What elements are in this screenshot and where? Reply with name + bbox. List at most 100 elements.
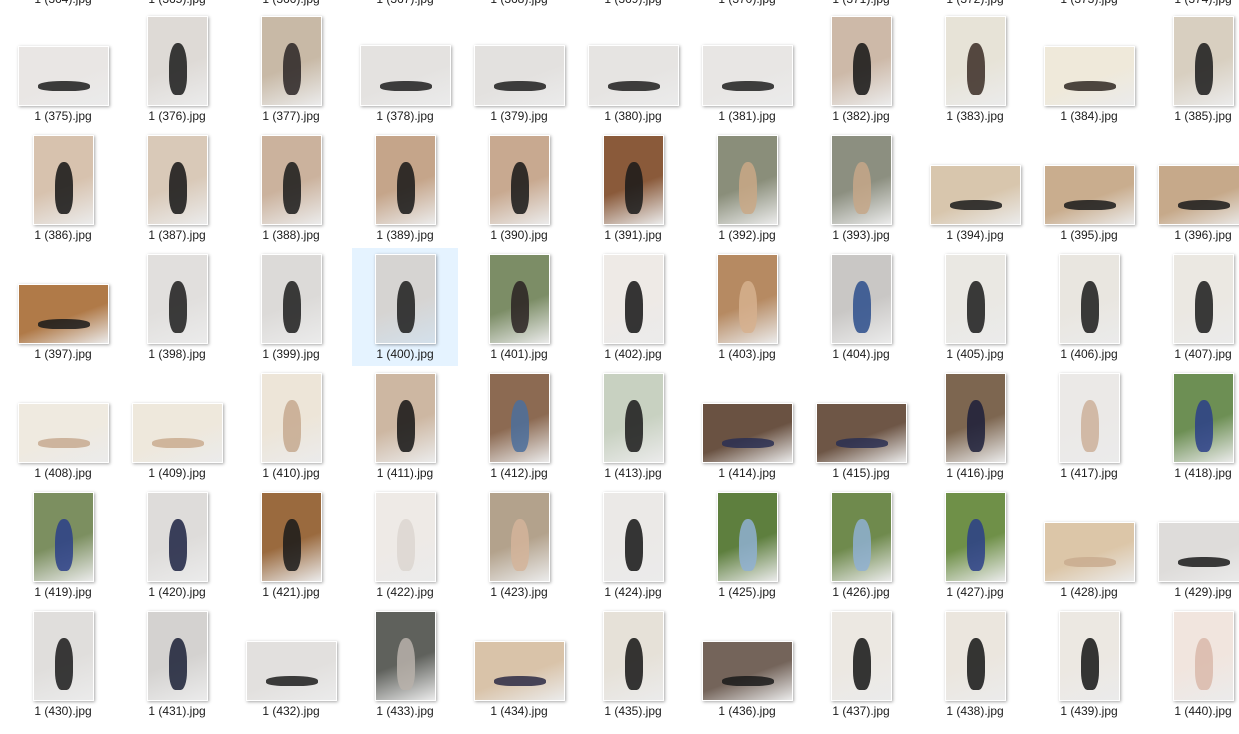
image-thumbnail <box>717 254 778 344</box>
file-item[interactable]: 1 (420).jpg <box>124 486 230 604</box>
partial-file-label[interactable]: 1 (368).jpg <box>466 0 572 6</box>
file-item[interactable]: 1 (404).jpg <box>808 248 914 366</box>
thumbnail-frame <box>584 133 682 225</box>
file-item[interactable]: 1 (415).jpg <box>808 367 914 485</box>
file-item[interactable]: 1 (427).jpg <box>922 486 1028 604</box>
partial-file-label[interactable]: 1 (369).jpg <box>580 0 686 6</box>
file-item[interactable]: 1 (428).jpg <box>1036 486 1142 604</box>
file-name-label: 1 (395).jpg <box>1060 228 1118 242</box>
file-item[interactable]: 1 (388).jpg <box>238 129 344 247</box>
file-name-label: 1 (410).jpg <box>262 466 320 480</box>
file-item[interactable]: 1 (432).jpg <box>238 605 344 723</box>
image-thumbnail <box>360 45 451 106</box>
photo-subject-shape <box>852 519 871 571</box>
image-thumbnail <box>816 403 907 463</box>
file-item[interactable]: 1 (379).jpg <box>466 10 572 128</box>
file-item[interactable]: 1 (419).jpg <box>10 486 116 604</box>
file-item[interactable]: 1 (406).jpg <box>1036 248 1142 366</box>
file-item[interactable]: 1 (381).jpg <box>694 10 800 128</box>
file-item[interactable]: 1 (390).jpg <box>466 129 572 247</box>
file-item[interactable]: 1 (401).jpg <box>466 248 572 366</box>
file-item[interactable]: 1 (375).jpg <box>10 10 116 128</box>
file-item[interactable]: 1 (411).jpg <box>352 367 458 485</box>
file-item[interactable]: 1 (426).jpg <box>808 486 914 604</box>
partial-file-label[interactable]: 1 (373).jpg <box>1036 0 1142 6</box>
file-item[interactable]: 1 (408).jpg <box>10 367 116 485</box>
file-item[interactable]: 1 (377).jpg <box>238 10 344 128</box>
photo-subject-shape <box>1080 281 1099 333</box>
file-item[interactable]: 1 (438).jpg <box>922 605 1028 723</box>
file-item[interactable]: 1 (387).jpg <box>124 129 230 247</box>
partial-file-label[interactable]: 1 (366).jpg <box>238 0 344 6</box>
file-item[interactable]: 1 (397).jpg <box>10 248 116 366</box>
file-item[interactable]: 1 (407).jpg <box>1150 248 1239 366</box>
thumbnail-frame <box>698 252 796 344</box>
file-item[interactable]: 1 (386).jpg <box>10 129 116 247</box>
file-item[interactable]: 1 (382).jpg <box>808 10 914 128</box>
file-item[interactable]: 1 (423).jpg <box>466 486 572 604</box>
file-name-label: 1 (435).jpg <box>604 704 662 718</box>
thumbnail-frame <box>356 133 454 225</box>
file-item[interactable]: 1 (392).jpg <box>694 129 800 247</box>
file-name-label: 1 (425).jpg <box>718 585 776 599</box>
file-item[interactable]: 1 (383).jpg <box>922 10 1028 128</box>
partial-file-label[interactable]: 1 (372).jpg <box>922 0 1028 6</box>
file-item[interactable]: 1 (410).jpg <box>238 367 344 485</box>
file-item[interactable]: 1 (384).jpg <box>1036 10 1142 128</box>
file-item[interactable]: 1 (418).jpg <box>1150 367 1239 485</box>
file-item[interactable]: 1 (398).jpg <box>124 248 230 366</box>
thumbnail-frame <box>128 371 226 463</box>
file-item[interactable]: 1 (412).jpg <box>466 367 572 485</box>
file-item[interactable]: 1 (396).jpg <box>1150 129 1239 247</box>
file-item[interactable]: 1 (376).jpg <box>124 10 230 128</box>
file-item[interactable]: 1 (421).jpg <box>238 486 344 604</box>
file-item[interactable]: 1 (413).jpg <box>580 367 686 485</box>
file-item[interactable]: 1 (400).jpg <box>352 248 458 366</box>
file-item[interactable]: 1 (405).jpg <box>922 248 1028 366</box>
file-name-label: 1 (399).jpg <box>262 347 320 361</box>
thumbnail-frame <box>1154 252 1239 344</box>
file-item[interactable]: 1 (399).jpg <box>238 248 344 366</box>
file-item[interactable]: 1 (380).jpg <box>580 10 686 128</box>
file-item[interactable]: 1 (402).jpg <box>580 248 686 366</box>
file-item[interactable]: 1 (395).jpg <box>1036 129 1142 247</box>
file-item[interactable]: 1 (414).jpg <box>694 367 800 485</box>
file-name-label: 1 (434).jpg <box>490 704 548 718</box>
file-name-label: 1 (432).jpg <box>262 704 320 718</box>
file-name-label: 1 (398).jpg <box>148 347 206 361</box>
partial-file-label[interactable]: 1 (370).jpg <box>694 0 800 6</box>
file-item[interactable]: 1 (385).jpg <box>1150 10 1239 128</box>
file-name-label: 1 (414).jpg <box>718 466 776 480</box>
partial-file-label[interactable]: 1 (371).jpg <box>808 0 914 6</box>
file-item[interactable]: 1 (436).jpg <box>694 605 800 723</box>
file-item[interactable]: 1 (434).jpg <box>466 605 572 723</box>
file-item[interactable]: 1 (433).jpg <box>352 605 458 723</box>
file-item[interactable]: 1 (437).jpg <box>808 605 914 723</box>
file-item[interactable]: 1 (378).jpg <box>352 10 458 128</box>
partial-file-label[interactable]: 1 (364).jpg <box>10 0 116 6</box>
photo-subject-shape <box>168 281 187 333</box>
image-thumbnail <box>489 135 550 225</box>
photo-subject-shape <box>852 43 871 95</box>
file-item[interactable]: 1 (393).jpg <box>808 129 914 247</box>
file-item[interactable]: 1 (389).jpg <box>352 129 458 247</box>
file-item[interactable]: 1 (416).jpg <box>922 367 1028 485</box>
file-item[interactable]: 1 (439).jpg <box>1036 605 1142 723</box>
partial-file-label[interactable]: 1 (365).jpg <box>124 0 230 6</box>
file-item[interactable]: 1 (417).jpg <box>1036 367 1142 485</box>
file-item[interactable]: 1 (394).jpg <box>922 129 1028 247</box>
file-item[interactable]: 1 (435).jpg <box>580 605 686 723</box>
file-item[interactable]: 1 (391).jpg <box>580 129 686 247</box>
file-item[interactable]: 1 (424).jpg <box>580 486 686 604</box>
file-item[interactable]: 1 (431).jpg <box>124 605 230 723</box>
file-item[interactable]: 1 (422).jpg <box>352 486 458 604</box>
partial-file-label[interactable]: 1 (374).jpg <box>1150 0 1239 6</box>
file-item[interactable]: 1 (409).jpg <box>124 367 230 485</box>
file-item[interactable]: 1 (440).jpg <box>1150 605 1239 723</box>
partial-file-label[interactable]: 1 (367).jpg <box>352 0 458 6</box>
file-item[interactable]: 1 (403).jpg <box>694 248 800 366</box>
image-thumbnail <box>603 135 664 225</box>
file-item[interactable]: 1 (430).jpg <box>10 605 116 723</box>
file-item[interactable]: 1 (429).jpg <box>1150 486 1239 604</box>
file-item[interactable]: 1 (425).jpg <box>694 486 800 604</box>
